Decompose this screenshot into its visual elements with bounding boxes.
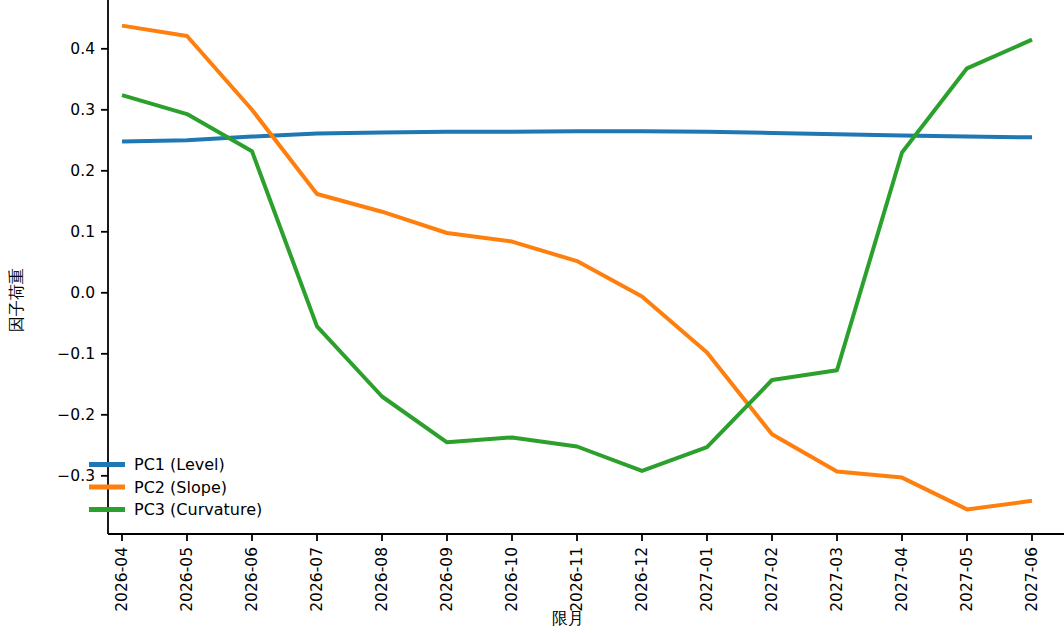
x-tick-label: 2026-11 (568, 547, 586, 612)
series-line-pc2 (122, 26, 1032, 510)
x-tick-label: 2026-05 (178, 547, 196, 612)
series-line-pc3 (122, 40, 1032, 471)
line-chart-figure: 0.4 0.3 0.2 0.1 0.0 −0.1 −0.2 −0.3 2026-04 2026-0… (0, 0, 1064, 633)
x-axis-title: 限月 (552, 609, 584, 628)
y-tick-label: 0.4 (70, 40, 95, 58)
y-tick-label: −0.1 (57, 345, 95, 363)
x-tick-label: 2026-07 (308, 547, 326, 612)
legend-label-pc3: PC3 (Curvature) (134, 500, 262, 519)
x-tick-label: 2027-02 (763, 547, 781, 612)
y-tick-label: 0.3 (70, 101, 95, 119)
x-tick-label: 2026-10 (503, 547, 521, 612)
x-tick-label: 2026-08 (373, 547, 391, 612)
x-tick-label: 2026-12 (633, 547, 651, 612)
y-tick-label: 0.0 (70, 284, 95, 302)
y-tick-label: −0.2 (57, 406, 95, 424)
factor-loading-line-chart: 0.4 0.3 0.2 0.1 0.0 −0.1 −0.2 −0.3 2026-04 2026-0… (0, 0, 1064, 633)
y-tick-label: 0.2 (70, 162, 95, 180)
y-tick-label: −0.3 (57, 467, 95, 485)
legend-label-pc2: PC2 (Slope) (134, 478, 227, 497)
x-tick-label: 2026-09 (438, 547, 456, 612)
y-tick-label: 0.1 (70, 223, 95, 241)
legend-label-pc1: PC1 (Level) (134, 455, 225, 474)
x-tick-label: 2027-03 (828, 547, 846, 612)
x-tick-label: 2027-05 (958, 547, 976, 612)
x-tick-label: 2026-04 (113, 547, 131, 612)
x-tick-label: 2027-04 (893, 547, 911, 612)
x-tick-label: 2027-01 (698, 547, 716, 612)
x-tick-label: 2027-06 (1023, 547, 1041, 612)
series-line-pc1 (122, 131, 1032, 141)
y-axis-title: 因子荷重 (7, 268, 26, 332)
x-tick-label: 2026-06 (243, 547, 261, 612)
